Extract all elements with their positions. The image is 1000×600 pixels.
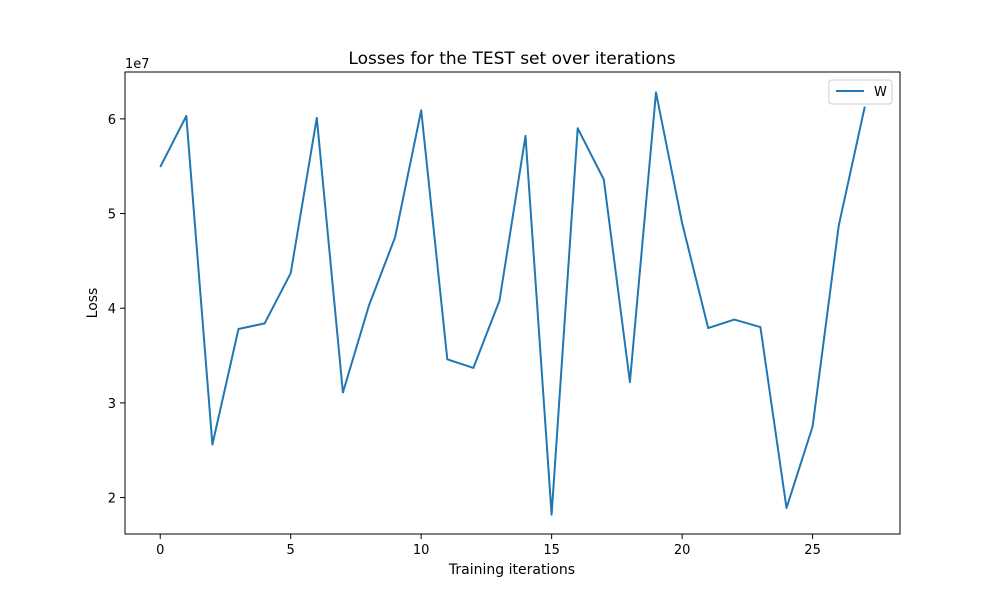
- plot-area: [159, 91, 866, 516]
- series-line-w: [159, 91, 866, 516]
- legend-label-w: W: [874, 85, 887, 100]
- legend[interactable]: W: [828, 79, 893, 105]
- y-tick-label: 3: [108, 397, 116, 412]
- x-tick-label: 0: [156, 543, 164, 558]
- chart-title: Losses for the TEST set over iterations: [348, 49, 675, 69]
- x-tick-label: 10: [413, 543, 430, 558]
- x-tick-label: 5: [287, 543, 295, 558]
- y-tick-label: 2: [108, 492, 116, 507]
- y-axis-label: Loss: [85, 288, 101, 319]
- x-axis-label: Training iterations: [448, 562, 575, 578]
- x-tick-label: 25: [804, 543, 821, 558]
- x-tick-label: 20: [674, 543, 691, 558]
- y-tick-label: 6: [108, 113, 116, 128]
- axes-frame: [124, 71, 901, 535]
- y-tick-label: 4: [108, 302, 116, 317]
- axis-ticks: 0 5 10 15 20 25 2 3 4 5 6: [108, 113, 821, 558]
- x-tick-label: 15: [543, 543, 560, 558]
- y-tick-label: 5: [108, 208, 116, 223]
- y-offset-text: 1e7: [125, 57, 150, 72]
